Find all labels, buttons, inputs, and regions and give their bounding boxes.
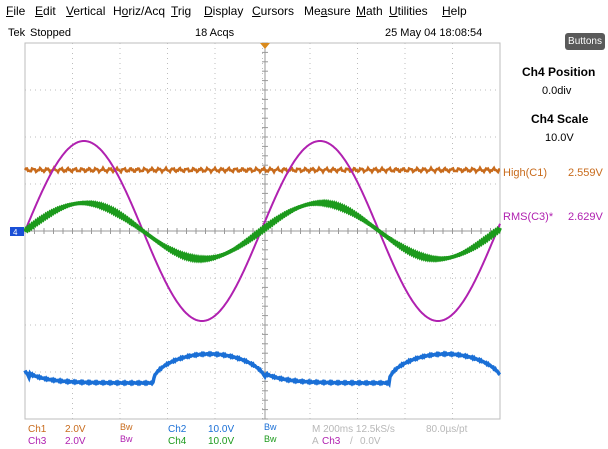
waveform-traces bbox=[23, 140, 502, 388]
measurement-rms-label[interactable]: RMS(C3)* bbox=[503, 211, 554, 223]
ch4-scale[interactable]: 10.0V bbox=[208, 436, 235, 447]
buttons-toggle-button[interactable]: Buttons bbox=[565, 33, 605, 50]
ch4-ground-label: 4 bbox=[13, 228, 18, 237]
ch4-waveform bbox=[23, 198, 502, 264]
measurement-high-value: 2.559V bbox=[568, 167, 603, 179]
ch1-scale[interactable]: 2.0V bbox=[65, 424, 86, 435]
ch4-bandwidth: Bw bbox=[264, 434, 277, 444]
ch1-waveform bbox=[23, 165, 501, 175]
menu-vertical[interactable]: Vertical bbox=[66, 4, 106, 18]
menu-file[interactable]: File bbox=[6, 4, 26, 18]
brand-label: Tek bbox=[8, 27, 26, 39]
trigger-position-marker[interactable] bbox=[260, 43, 270, 49]
menu-help[interactable]: Help bbox=[442, 4, 467, 18]
acquisition-state: Stopped bbox=[30, 27, 71, 39]
ch3-scale[interactable]: 2.0V bbox=[65, 436, 86, 447]
date-time: 25 May 04 18:08:54 bbox=[385, 27, 483, 39]
menu-edit[interactable]: Edit bbox=[35, 4, 56, 18]
ch3-label[interactable]: Ch3 bbox=[28, 436, 47, 447]
ch1-label[interactable]: Ch1 bbox=[28, 424, 47, 435]
menu-horiz-acq[interactable]: Horiz/Acq bbox=[113, 4, 166, 18]
menu-trig[interactable]: Trig bbox=[171, 4, 192, 18]
ch4-scale-value[interactable]: 10.0V bbox=[545, 132, 574, 144]
ch4-ground-marker[interactable] bbox=[10, 227, 24, 236]
timebase-readout[interactable]: M 200ms 12.5kS/s bbox=[312, 424, 395, 435]
ch3-bandwidth: Bw bbox=[120, 434, 133, 444]
ch4-position-value[interactable]: 0.0div bbox=[542, 85, 572, 97]
trigger-mode[interactable]: A bbox=[312, 436, 319, 447]
menu-bar: File Edit Vertical Horiz/Acq Trig Display Curs… bbox=[0, 0, 608, 20]
measurement-high-label[interactable]: High(C1) bbox=[503, 167, 548, 179]
trigger-slope: / bbox=[350, 436, 353, 447]
menu-utilities[interactable]: Utilities bbox=[389, 4, 428, 18]
ch4-label[interactable]: Ch4 bbox=[168, 436, 187, 447]
ch2-bandwidth: Bw bbox=[264, 422, 277, 432]
ch1-bandwidth: Bw bbox=[120, 422, 133, 432]
trigger-source[interactable]: Ch3 bbox=[322, 436, 341, 447]
ch2-scale[interactable]: 10.0V bbox=[208, 424, 235, 435]
menu-cursors[interactable]: Cursors bbox=[252, 4, 295, 18]
menu-measure[interactable]: Measure bbox=[304, 4, 351, 18]
ch2-waveform bbox=[23, 350, 502, 388]
trigger-level[interactable]: 0.0V bbox=[360, 436, 381, 447]
measurement-rms-value: 2.629V bbox=[568, 211, 603, 223]
ch4-scale-title: Ch4 Scale bbox=[531, 112, 589, 126]
ch4-position-title: Ch4 Position bbox=[522, 65, 596, 79]
sample-interval: 80.0µs/pt bbox=[426, 424, 468, 435]
ch2-label[interactable]: Ch2 bbox=[168, 424, 187, 435]
acquisition-count: 18 Acqs bbox=[195, 27, 235, 39]
menu-display[interactable]: Display bbox=[204, 4, 244, 18]
menu-math[interactable]: Math bbox=[356, 4, 383, 18]
